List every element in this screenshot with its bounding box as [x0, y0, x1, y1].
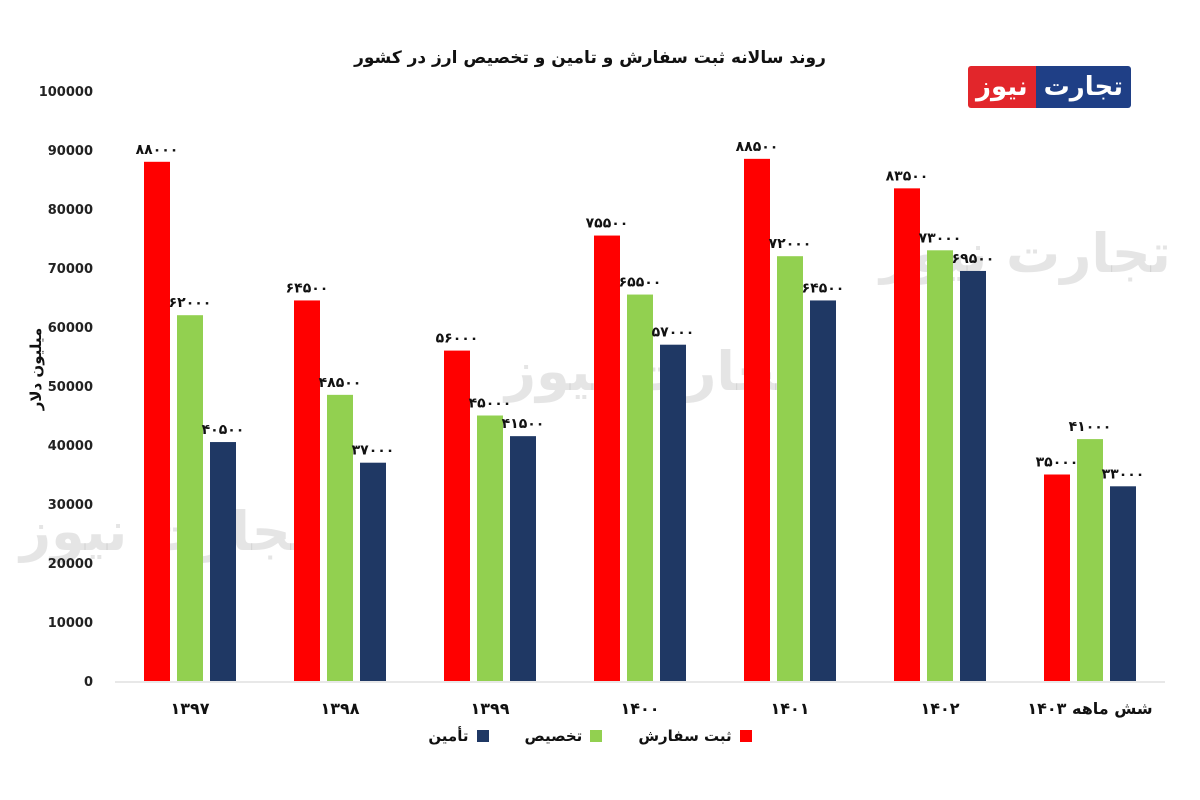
- bar: [744, 158, 770, 682]
- data-label: ۴۱۵۰۰: [502, 416, 545, 432]
- y-tick-label: 0: [84, 675, 93, 690]
- y-tick-label: 40000: [48, 439, 93, 454]
- logo-part-1: تجارت: [1035, 66, 1132, 108]
- bar: [1044, 474, 1070, 681]
- data-label: ۴۸۵۰۰: [319, 375, 362, 391]
- x-tick-label: ۱۴۰۰: [620, 699, 659, 718]
- x-tick-label: ۱۴۰۱: [770, 699, 809, 718]
- data-label: ۶۲۰۰۰: [169, 295, 212, 311]
- data-label: ۵۷۰۰۰: [652, 325, 695, 341]
- bar: [1110, 486, 1136, 681]
- legend-swatch-supply: [476, 730, 489, 742]
- y-tick-label: 20000: [48, 557, 93, 572]
- data-label: ۶۹۵۰۰: [952, 251, 995, 267]
- data-label: ۳۷۰۰۰: [352, 443, 395, 459]
- legend-item-order: ثبت سفارش: [638, 727, 752, 745]
- data-label: ۸۳۵۰۰: [886, 168, 929, 184]
- bar: [360, 462, 386, 681]
- y-tick-label: 30000: [48, 498, 93, 513]
- y-tick-label: 50000: [48, 380, 93, 395]
- brand-logo: تجارت نیوز: [968, 66, 1132, 108]
- bar: [1077, 439, 1103, 681]
- bar: [777, 256, 803, 681]
- data-label: ۵۶۰۰۰: [436, 331, 479, 347]
- x-tick-label: ۱۳۹۸: [320, 699, 359, 718]
- bar: [477, 415, 503, 681]
- bar: [960, 270, 986, 681]
- legend-item-allocation: تخصیص: [525, 727, 603, 745]
- y-tick-label: 60000: [48, 321, 93, 336]
- x-tick-label: ۱۴۰۲: [920, 699, 959, 718]
- bar: [444, 350, 470, 681]
- bar: [510, 436, 536, 681]
- legend-item-supply: تأمین: [428, 727, 489, 745]
- y-tick-label: 70000: [48, 262, 93, 277]
- bar: [627, 294, 653, 681]
- legend: ثبت سفارش تخصیص تأمین: [0, 727, 1180, 745]
- data-label: ۸۸۰۰۰: [136, 142, 179, 158]
- bar: [294, 300, 320, 681]
- data-label: ۶۴۵۰۰: [286, 280, 329, 296]
- y-tick-label: 10000: [48, 616, 93, 631]
- data-label: ۶۴۵۰۰: [802, 280, 845, 296]
- bar: [210, 442, 236, 681]
- y-tick-label: 90000: [48, 144, 93, 159]
- y-tick-label: 80000: [48, 203, 93, 218]
- data-label: ۴۱۰۰۰: [1069, 419, 1112, 435]
- data-label: ۷۵۵۰۰: [586, 216, 629, 232]
- data-label: ۷۳۰۰۰: [919, 230, 962, 246]
- bar: [660, 344, 686, 681]
- bar: [327, 394, 353, 681]
- bar: [894, 188, 920, 681]
- x-tick-label: ۱۳۹۹: [470, 699, 509, 718]
- legend-label-supply: تأمین: [428, 727, 469, 745]
- legend-swatch-order: [739, 730, 752, 742]
- bar: [927, 250, 953, 682]
- bar: [594, 235, 620, 682]
- legend-swatch-allocation: [590, 730, 603, 742]
- x-tick-label: ۱۳۹۷: [170, 699, 209, 718]
- legend-label-order: ثبت سفارش: [638, 727, 732, 745]
- legend-label-allocation: تخصیص: [524, 727, 583, 745]
- data-label: ۴۵۰۰۰: [469, 396, 512, 412]
- bar: [177, 315, 203, 681]
- data-label: ۳۳۰۰۰: [1102, 466, 1145, 482]
- y-tick-label: 100000: [39, 85, 93, 100]
- data-label: ۶۵۵۰۰: [619, 275, 662, 291]
- data-label: ۸۸۵۰۰: [736, 139, 779, 155]
- data-label: ۴۰۵۰۰: [202, 422, 245, 438]
- data-label: ۳۵۰۰۰: [1036, 455, 1079, 471]
- x-tick-label: شش ماهه ۱۴۰۳: [1027, 699, 1152, 718]
- chart-title: روند سالانه ثبت سفارش و تامین و تخصیص ار…: [354, 48, 826, 68]
- logo-part-2: نیوز: [968, 66, 1036, 108]
- bar: [144, 161, 170, 682]
- bar: [810, 300, 836, 681]
- data-label: ۷۲۰۰۰: [769, 236, 812, 252]
